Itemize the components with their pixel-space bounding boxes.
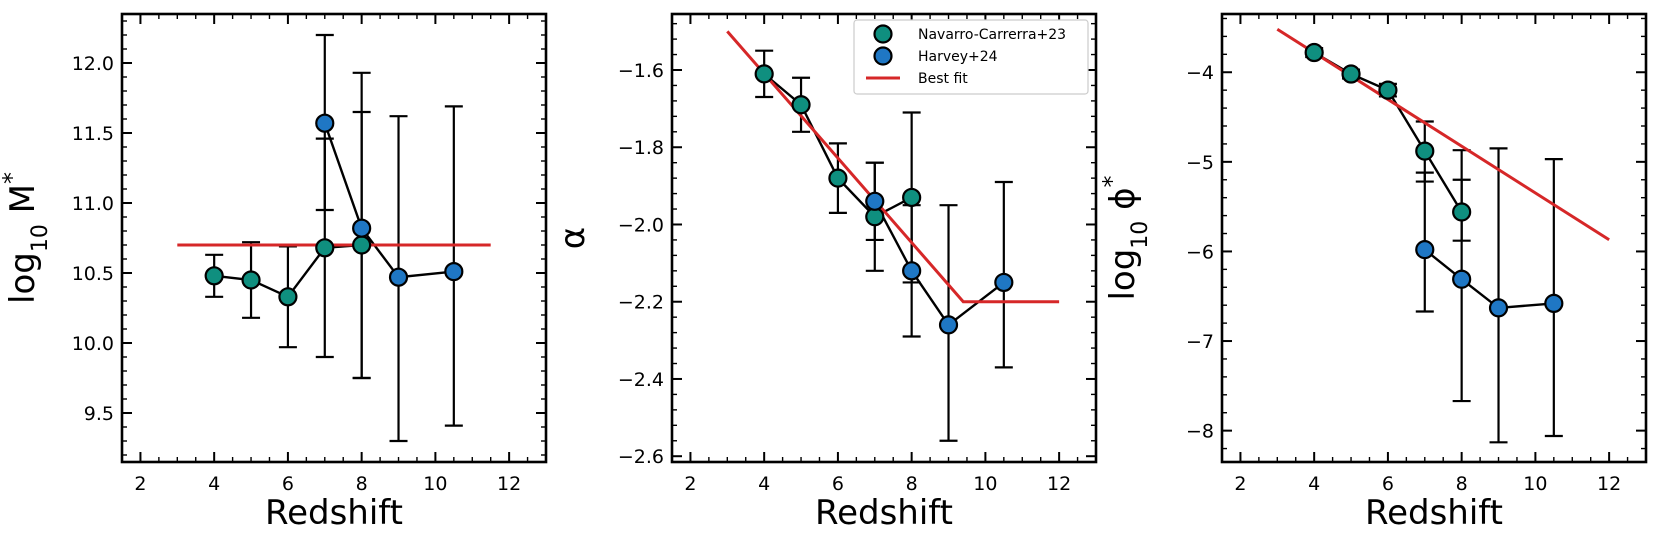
y-label-prefix: log xyxy=(1103,249,1143,301)
y-axis-label: α xyxy=(553,227,593,249)
data-point xyxy=(1544,293,1564,314)
y-tick-label: −6 xyxy=(1186,241,1214,263)
y-label-prefix: log xyxy=(3,252,43,304)
x-axis-label: Redshift xyxy=(1365,493,1503,533)
data-point xyxy=(754,64,774,84)
data-point xyxy=(1341,64,1361,84)
series-line xyxy=(323,122,454,279)
y-tick-label: −5 xyxy=(1186,152,1214,174)
x-tick-label: 8 xyxy=(1456,473,1468,495)
data-point xyxy=(938,315,959,335)
y-tick-label: 10.0 xyxy=(72,333,114,355)
data-point xyxy=(1488,298,1509,318)
data-point xyxy=(1452,269,1472,289)
data-point xyxy=(994,272,1014,293)
y-tick-label: −4 xyxy=(1186,62,1214,84)
y-tick-label: −7 xyxy=(1186,331,1214,353)
x-tick-label: 2 xyxy=(1234,473,1246,495)
x-tick-label: 6 xyxy=(832,473,844,495)
y-label-superscript: * xyxy=(0,172,26,184)
data-point xyxy=(902,261,922,281)
legend: Navarro-Carrerra+23 Harvey+24 Best fit xyxy=(853,19,1089,95)
x-axis-label: Redshift xyxy=(265,493,403,533)
data-point xyxy=(1415,240,1435,260)
panel-mstar: 2 4 6 8 10 12 9.5 10.0 10.5 11.0 11.5 12.0 Redshift l… xyxy=(0,12,548,533)
data-point xyxy=(352,235,372,255)
data-point xyxy=(1415,141,1435,161)
data-point xyxy=(1378,80,1398,100)
data-point xyxy=(902,187,922,208)
panel-alpha: 2 4 6 8 10 12 −2.6 −2.4 −2.2 −2.0 −1.8 −1.6 Redshift… xyxy=(553,12,1098,533)
x-tick-label: 12 xyxy=(1597,473,1621,495)
x-tick-label: 8 xyxy=(906,473,918,495)
axes-frame xyxy=(670,12,1098,464)
series-line xyxy=(1424,248,1554,310)
y-label-main: α xyxy=(553,227,593,249)
x-tick-label: 2 xyxy=(134,473,146,495)
x-tick-label: 4 xyxy=(1308,473,1320,495)
data-point xyxy=(1452,202,1472,222)
y-tick-label: 11.0 xyxy=(72,193,114,215)
y-tick-label: −1.6 xyxy=(618,60,664,82)
data-point xyxy=(388,267,409,287)
axes-frame xyxy=(1220,12,1648,464)
data-point xyxy=(828,168,848,188)
y-label-main: ϕ xyxy=(1103,187,1143,220)
data-point xyxy=(315,113,335,133)
x-tick-label: 10 xyxy=(973,473,997,495)
y-tick-label: 10.5 xyxy=(72,263,114,285)
legend-label: Best fit xyxy=(918,71,968,87)
y-tick-label: −8 xyxy=(1186,421,1214,443)
y-tick-label: 12.0 xyxy=(72,53,114,75)
axes-frame xyxy=(120,12,548,464)
y-axis-label: log10 ϕ* xyxy=(1098,175,1153,300)
y-tick-label: −1.8 xyxy=(618,137,664,159)
x-axis-label: Redshift xyxy=(815,493,953,533)
y-label-main: M xyxy=(3,184,43,224)
x-tick-label: 6 xyxy=(1382,473,1394,495)
legend-marker xyxy=(873,46,893,66)
data-point xyxy=(278,287,298,307)
data-point xyxy=(791,95,811,115)
x-tick-label: 12 xyxy=(497,473,521,495)
x-tick-label: 2 xyxy=(684,473,696,495)
data-point xyxy=(444,262,464,282)
y-tick-label: −2.2 xyxy=(618,292,664,314)
best-fit-line xyxy=(726,30,1060,304)
legend-marker xyxy=(873,24,893,44)
data-point xyxy=(204,266,224,286)
legend-label: Harvey+24 xyxy=(918,49,998,65)
y-tick-label: −2.6 xyxy=(618,446,664,468)
legend-frame xyxy=(853,19,1089,95)
data-point xyxy=(352,218,372,238)
y-tick-label: 11.5 xyxy=(72,123,114,145)
x-tick-label: 8 xyxy=(356,473,368,495)
legend-label: Navarro-Carrerra+23 xyxy=(918,27,1066,43)
y-axis-label: log10 M* xyxy=(0,172,53,304)
x-tick-label: 10 xyxy=(423,473,447,495)
data-point xyxy=(1304,42,1324,63)
data-point xyxy=(315,238,335,258)
y-tick-label: 9.5 xyxy=(84,403,114,425)
data-point xyxy=(241,270,261,290)
series-line xyxy=(873,200,1005,327)
y-label-subscript: 10 xyxy=(1128,221,1153,249)
data-point xyxy=(865,191,885,211)
y-label-superscript: * xyxy=(1098,175,1126,187)
x-tick-label: 12 xyxy=(1047,473,1071,495)
x-tick-label: 4 xyxy=(758,473,770,495)
x-tick-label: 4 xyxy=(208,473,220,495)
best-fit-line xyxy=(1276,27,1610,242)
x-tick-label: 6 xyxy=(282,473,294,495)
y-tick-label: −2.0 xyxy=(618,214,664,236)
y-tick-label: −2.4 xyxy=(618,369,664,391)
y-label-subscript: 10 xyxy=(28,224,53,252)
x-tick-label: 10 xyxy=(1523,473,1547,495)
